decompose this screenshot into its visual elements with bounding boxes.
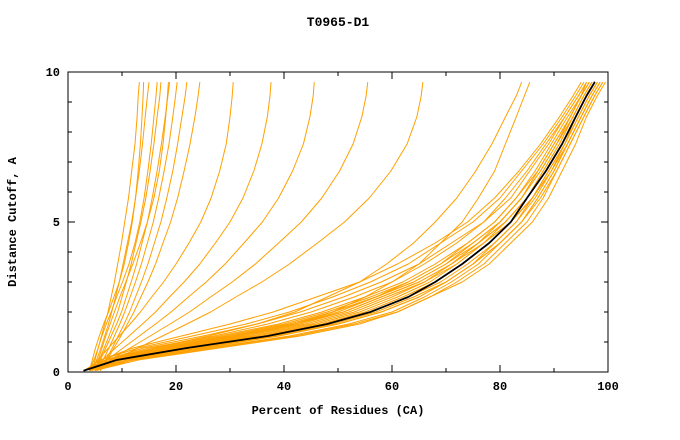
- model-curve: [94, 82, 424, 371]
- model-curve: [99, 82, 201, 371]
- series-curves: [83, 81, 606, 372]
- model-curve: [89, 82, 601, 371]
- model-curve: [97, 82, 178, 371]
- model-curve: [94, 82, 315, 371]
- x-tick-label: 100: [597, 380, 619, 394]
- model-curve: [89, 82, 606, 371]
- model-curve: [89, 82, 523, 371]
- model-curve: [94, 82, 169, 371]
- model-curve: [89, 82, 531, 371]
- x-tick-label: 80: [493, 380, 507, 394]
- y-tick-label: 5: [53, 216, 60, 230]
- model-curve: [94, 82, 369, 371]
- model-curve: [89, 82, 234, 371]
- model-curve: [99, 82, 188, 371]
- x-axis-label: Percent of Residues (CA): [252, 404, 425, 418]
- x-tick-label: 40: [277, 380, 291, 394]
- y-axis-label: Distance Cutoff, A: [6, 156, 20, 286]
- model-curve: [89, 82, 604, 371]
- model-curve: [94, 82, 170, 371]
- model-curve: [83, 82, 590, 371]
- axis-tick-labels: 0 20 40 60 80 100 0 5 10: [46, 66, 619, 394]
- model-curve: [91, 82, 158, 371]
- model-curve: [89, 82, 598, 371]
- x-tick-label: 20: [169, 380, 183, 394]
- chart-title: T0965-D1: [307, 15, 370, 30]
- model-curve: [89, 82, 145, 371]
- axis-ticks: [67, 71, 609, 373]
- model-curve: [91, 82, 272, 371]
- model-curve: [83, 82, 582, 371]
- model-curve: [89, 82, 593, 371]
- selected-model-curve: [83, 81, 596, 372]
- x-tick-label: 0: [64, 380, 71, 394]
- x-tick-label: 60: [385, 380, 399, 394]
- model-curve: [91, 82, 150, 371]
- y-tick-label: 10: [46, 66, 60, 80]
- model-curve: [94, 82, 601, 371]
- model-curve: [94, 82, 162, 371]
- y-tick-label: 0: [53, 366, 60, 380]
- model-curve: [83, 82, 585, 371]
